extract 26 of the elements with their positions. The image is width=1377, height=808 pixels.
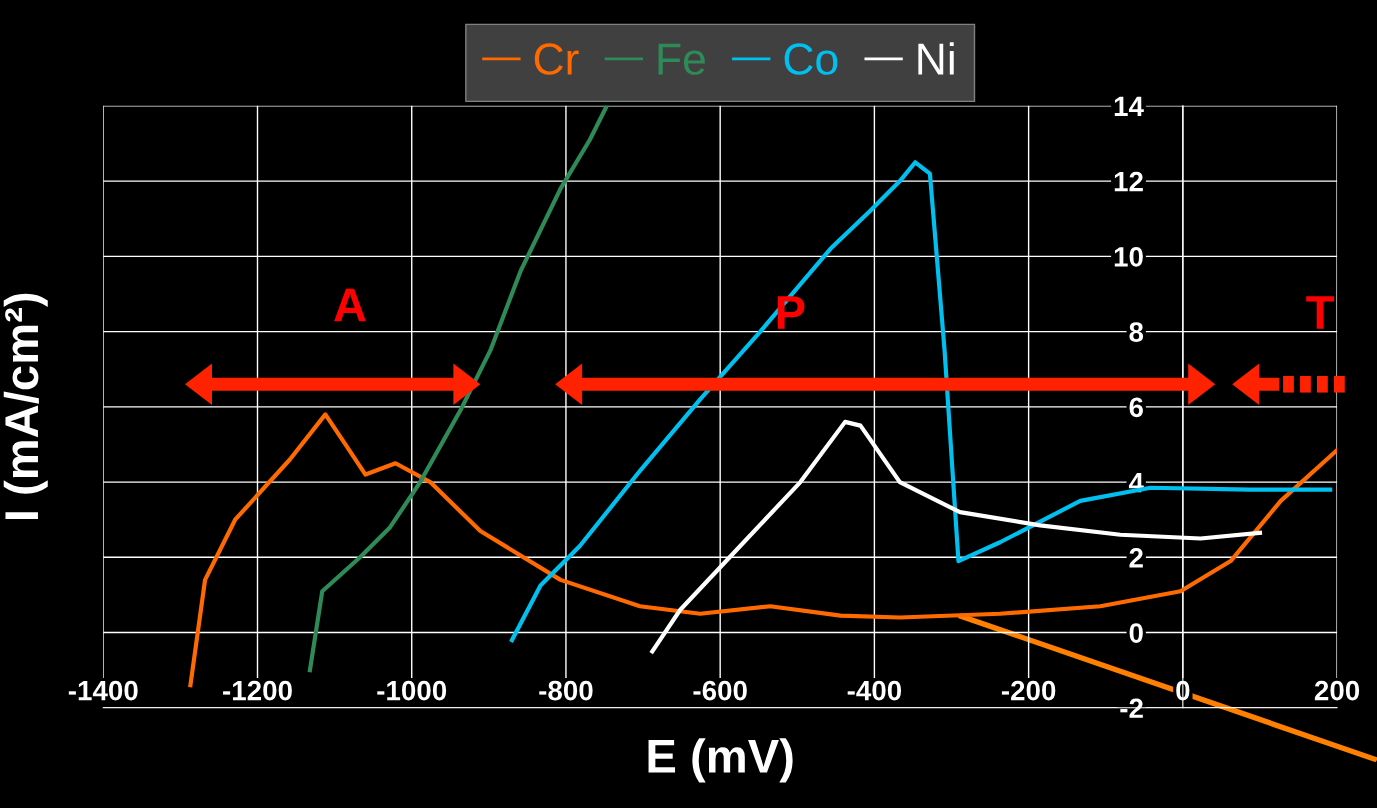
x-tick-label: -1200 — [223, 680, 292, 701]
x-tick-label: -1000 — [377, 680, 447, 701]
y-axis-title: I (mA/cm²) — [3, 293, 48, 520]
x-tick-label: -600 — [693, 680, 747, 701]
y-tick-label: 10 — [1114, 247, 1143, 267]
legend-label: Co — [784, 43, 838, 75]
annotation: P — [777, 296, 805, 329]
annotation: T — [1306, 296, 1335, 329]
y-tick-label: 0 — [1129, 623, 1143, 643]
x-axis-title: E (mV) — [648, 738, 793, 783]
x-tick-label: -200 — [1001, 680, 1056, 701]
y-tick-label: 2 — [1129, 547, 1143, 568]
y-tick-label: 8 — [1129, 322, 1144, 342]
x-tick-label: -400 — [847, 680, 902, 701]
y-tick-label: 12 — [1114, 171, 1143, 192]
legend-label: Fe — [658, 43, 705, 75]
x-tick-label: -800 — [539, 680, 593, 701]
y-tick-label: 14 — [1114, 96, 1144, 116]
legend-label: Ni — [918, 42, 954, 75]
line-series — [307, 105, 609, 673]
line-series — [509, 160, 1333, 643]
x-tick-label: 200 — [1314, 680, 1360, 701]
y-tick-label: 6 — [1129, 397, 1143, 418]
legend-label: Cr — [534, 43, 579, 75]
annotation: A — [334, 288, 366, 322]
x-tick-label: -1400 — [68, 680, 138, 701]
